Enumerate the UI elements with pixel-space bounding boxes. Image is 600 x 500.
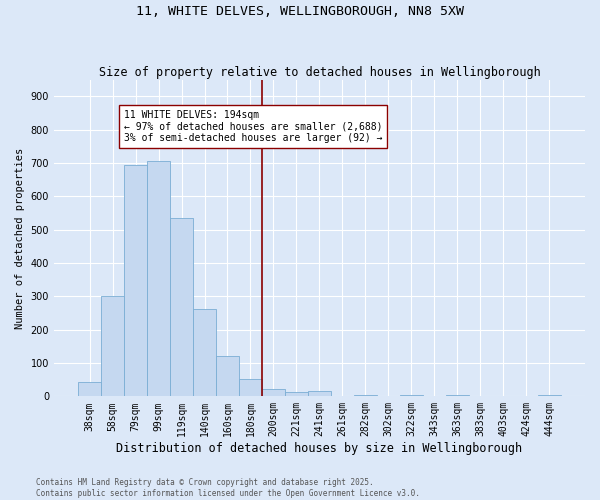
Bar [101,296,124,396]
Bar [262,389,285,396]
Bar [239,379,262,396]
Title: Size of property relative to detached houses in Wellingborough: Size of property relative to detached ho… [98,66,541,78]
Text: 11 WHITE DELVES: 194sqm
← 97% of detached houses are smaller (2,688)
3% of semi-: 11 WHITE DELVES: 194sqm ← 97% of detache… [124,110,383,143]
Bar [124,164,147,396]
Bar [400,394,423,396]
Bar [285,392,308,396]
Bar [78,382,101,396]
X-axis label: Distribution of detached houses by size in Wellingborough: Distribution of detached houses by size … [116,442,523,455]
Bar [354,394,377,396]
Text: Contains HM Land Registry data © Crown copyright and database right 2025.
Contai: Contains HM Land Registry data © Crown c… [36,478,420,498]
Bar [170,218,193,396]
Y-axis label: Number of detached properties: Number of detached properties [15,148,25,328]
Bar [147,162,170,396]
Text: 11, WHITE DELVES, WELLINGBOROUGH, NN8 5XW: 11, WHITE DELVES, WELLINGBOROUGH, NN8 5X… [136,5,464,18]
Bar [216,356,239,397]
Bar [538,394,561,396]
Bar [308,392,331,396]
Bar [193,309,216,396]
